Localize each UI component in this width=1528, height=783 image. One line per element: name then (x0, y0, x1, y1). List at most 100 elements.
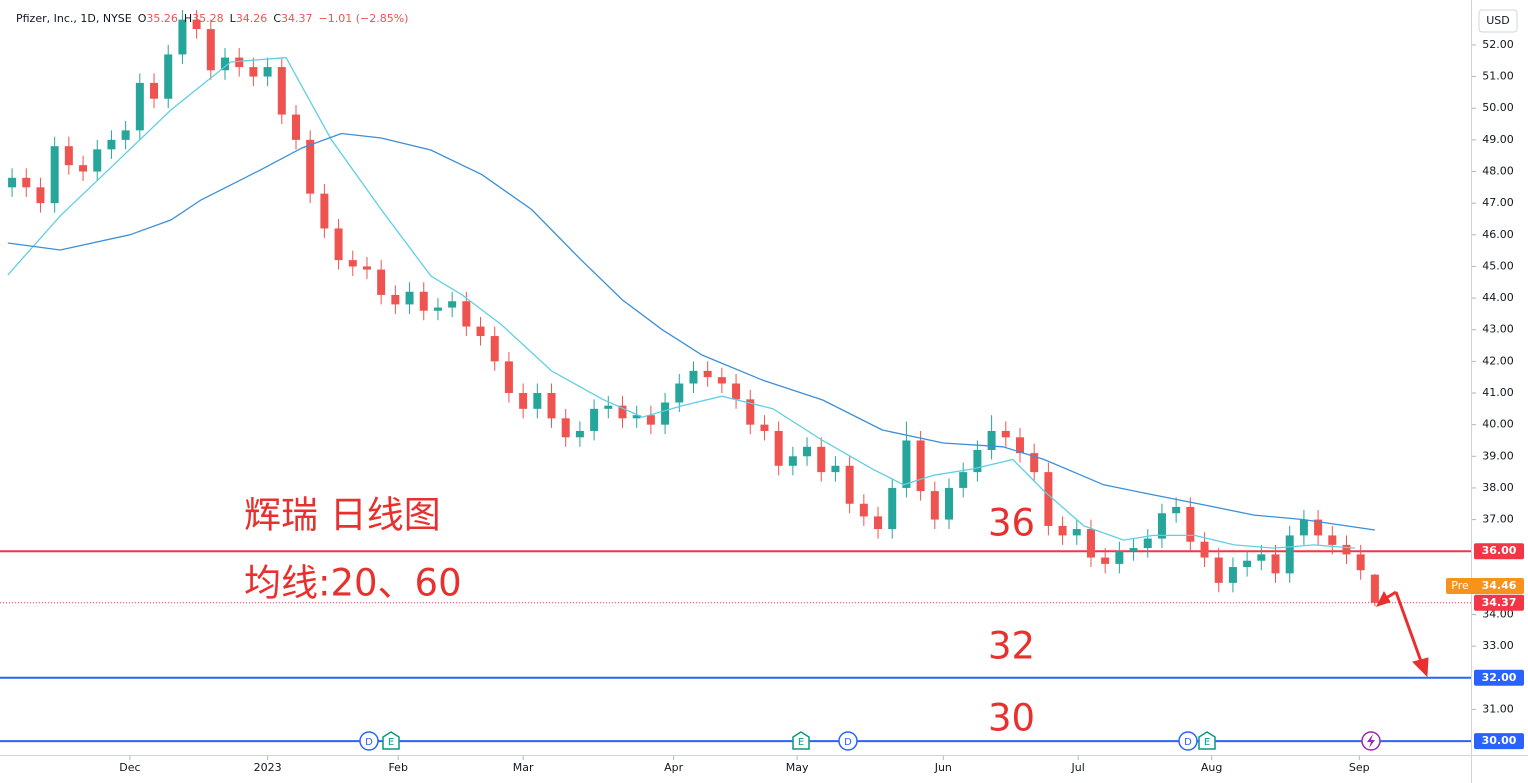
candle-body (1200, 541, 1209, 558)
event-marker[interactable]: D (838, 731, 858, 751)
event-shape (1178, 731, 1198, 751)
candle-body (916, 440, 925, 492)
pre-price: 34.46 (1482, 579, 1517, 592)
y-tick-label: 45.00 (1482, 259, 1514, 272)
y-tick-label: 48.00 (1482, 165, 1514, 178)
candle-body (760, 424, 769, 431)
ohlc-key: H (184, 12, 192, 25)
candle-body (1257, 554, 1266, 561)
candle-body (235, 57, 244, 68)
y-tick-label: 51.00 (1482, 70, 1514, 83)
candle-body (732, 383, 741, 400)
candle-body (1030, 453, 1039, 473)
last-price-box (1474, 594, 1524, 611)
candle-body (618, 405, 627, 419)
moving-average (7, 132, 1375, 531)
candle-body (547, 393, 556, 419)
candle-body (945, 487, 954, 520)
candle-body (121, 130, 130, 140)
candle-body (1243, 560, 1252, 568)
overlay: USD 36.00 32.00 30.00 34.37 Pre 34.46 辉瑞 日线图均线… (244, 9, 1524, 751)
event-marker[interactable]: D (359, 731, 379, 751)
arrow-shaft (1394, 591, 1424, 665)
candle-body (391, 294, 400, 305)
event-shape (792, 731, 810, 750)
moving-average (7, 56, 1356, 549)
candle-body (1356, 554, 1365, 571)
candle-body (575, 430, 584, 438)
annotation: 32 (988, 625, 1035, 668)
candle-body (1129, 548, 1138, 552)
flash-icon (1367, 734, 1375, 748)
candle-body (1086, 529, 1095, 558)
candle-body (930, 491, 939, 520)
event-label: E (1204, 737, 1210, 748)
annotation: 均线:20、60 (244, 562, 462, 605)
candle-body (1271, 554, 1280, 574)
candle-body (221, 57, 230, 71)
event-shape (359, 731, 379, 751)
event-shape (838, 731, 858, 751)
ohlc-key: O (138, 12, 147, 25)
x-tick-label: Apr (664, 761, 684, 774)
price-label: 30.00 (1482, 734, 1517, 747)
y-tick-label: 49.00 (1482, 133, 1514, 146)
ohlc-key: L (230, 12, 237, 25)
x-tick-label: Mar (513, 761, 534, 774)
symbol-header: Pfizer, Inc., 1D, NYSE O35.26 H35.28 L34.26… (16, 12, 408, 25)
y-tick-label: 31.00 (1482, 702, 1514, 715)
candle-body (1157, 513, 1166, 539)
candle-body (1001, 430, 1010, 438)
symbol: Pfizer, Inc., 1D, NYSE (16, 12, 132, 25)
candle-body (135, 82, 144, 131)
pre-label: Pre (1451, 579, 1469, 592)
candle-body (8, 177, 17, 188)
y-tick-label: 39.00 (1482, 449, 1514, 462)
x-tick-label: Sep (1349, 761, 1370, 774)
candle-body (1115, 551, 1124, 564)
event-marker[interactable]: D (1178, 731, 1198, 751)
candle-body (590, 408, 599, 431)
event-marker[interactable]: E (382, 731, 400, 750)
ohlc-value: 35.28 (192, 12, 224, 25)
event-marker[interactable]: E (1198, 731, 1216, 750)
candle-body (1228, 567, 1237, 583)
candle-body (519, 393, 528, 409)
candle-body (661, 402, 670, 425)
currency-button[interactable] (1478, 9, 1518, 33)
candle-body (64, 146, 73, 166)
price-label-box (1474, 669, 1524, 686)
candle-body (93, 149, 102, 172)
candle-body (263, 67, 272, 77)
candle-body (348, 260, 357, 267)
candle-body (845, 465, 854, 504)
y-tick-label: 52.00 (1482, 38, 1514, 51)
candle-body (902, 440, 911, 488)
candle-body (746, 399, 755, 425)
candle-body (788, 456, 797, 466)
candle-body (874, 516, 883, 530)
candle-body (1370, 574, 1379, 603)
y-tick-label: 47.00 (1482, 196, 1514, 209)
event-marker[interactable]: E (792, 731, 810, 750)
event-shape (1198, 731, 1216, 750)
candle-body (646, 415, 655, 425)
price-label-box (1474, 733, 1524, 750)
dividend-flash-icon[interactable] (1361, 731, 1381, 751)
candle-body (533, 393, 542, 409)
candle-body (1214, 557, 1223, 583)
candle-body (1299, 519, 1308, 536)
candle-body (320, 193, 329, 229)
candle-body (107, 139, 116, 150)
x-tick-label: Jul (1071, 761, 1085, 774)
candle-body (1143, 538, 1152, 549)
candle-body (178, 19, 187, 55)
ohlc-value: 35.26 (146, 12, 178, 25)
x-tick-label: Jun (934, 761, 952, 774)
candle-body (206, 29, 215, 71)
currency: USD (1486, 14, 1510, 27)
ohlc-value: 34.26 (236, 12, 268, 25)
last-price-label: 34.37 (1482, 596, 1517, 609)
